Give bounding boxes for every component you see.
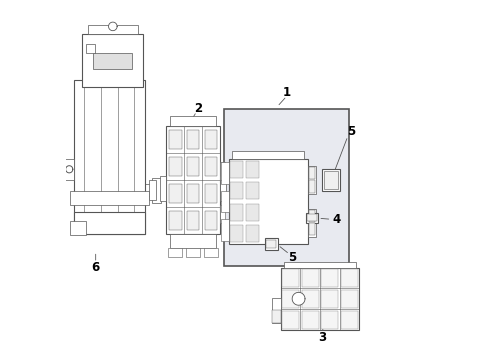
Bar xyxy=(246,182,259,199)
Bar xyxy=(282,290,299,308)
Bar xyxy=(70,221,86,235)
Bar xyxy=(341,311,358,329)
Text: 5: 5 xyxy=(347,125,356,138)
Bar xyxy=(167,126,220,234)
Bar xyxy=(302,290,318,308)
Bar xyxy=(309,167,316,179)
Bar xyxy=(230,182,243,199)
Bar xyxy=(168,248,182,257)
Bar xyxy=(272,298,281,323)
Bar xyxy=(223,109,348,266)
Bar xyxy=(187,130,199,149)
Bar xyxy=(170,234,217,248)
Bar xyxy=(65,158,74,180)
Bar xyxy=(309,223,316,235)
Bar xyxy=(160,176,167,202)
Bar xyxy=(341,269,358,287)
Bar xyxy=(169,157,182,176)
Bar xyxy=(321,269,338,287)
Bar xyxy=(306,213,318,223)
Bar xyxy=(307,214,317,221)
Bar xyxy=(169,211,182,230)
Bar xyxy=(187,184,199,203)
Bar xyxy=(324,171,338,189)
Bar xyxy=(169,130,182,149)
Bar xyxy=(221,219,229,241)
Bar xyxy=(230,203,243,221)
Bar xyxy=(309,180,316,193)
Bar xyxy=(246,203,259,221)
Bar xyxy=(246,225,259,242)
Bar xyxy=(204,248,218,257)
Bar xyxy=(265,238,278,249)
Text: 2: 2 xyxy=(194,102,202,115)
Bar xyxy=(308,208,317,237)
Bar xyxy=(221,191,229,212)
Bar xyxy=(74,80,145,234)
Bar xyxy=(205,211,218,230)
Bar xyxy=(220,162,225,180)
Bar xyxy=(229,158,308,244)
Bar xyxy=(169,184,182,203)
Bar xyxy=(205,157,218,176)
Bar xyxy=(246,161,259,178)
Text: 5: 5 xyxy=(289,251,296,264)
Bar xyxy=(187,157,199,176)
Bar xyxy=(302,311,318,329)
Bar xyxy=(86,44,95,53)
Bar xyxy=(82,33,143,87)
Bar xyxy=(145,184,167,196)
Bar xyxy=(93,53,132,69)
Bar xyxy=(187,211,199,230)
Text: 4: 4 xyxy=(333,213,341,226)
Bar xyxy=(205,130,218,149)
Bar xyxy=(230,161,243,178)
Bar xyxy=(230,225,243,242)
Bar xyxy=(284,262,356,267)
Polygon shape xyxy=(109,22,117,31)
Bar xyxy=(282,269,299,287)
Bar xyxy=(220,205,225,223)
Bar xyxy=(152,178,161,203)
Bar xyxy=(88,24,138,33)
Bar xyxy=(70,191,148,205)
Bar xyxy=(170,116,217,126)
Bar xyxy=(186,248,200,257)
Bar xyxy=(74,212,145,234)
Text: 6: 6 xyxy=(92,261,100,274)
Text: 1: 1 xyxy=(283,86,291,99)
Bar xyxy=(220,176,226,202)
Bar xyxy=(232,152,304,158)
Bar xyxy=(321,290,338,308)
Bar xyxy=(308,166,317,194)
Bar xyxy=(282,311,299,329)
Bar xyxy=(272,310,281,323)
Bar xyxy=(321,311,338,329)
Bar xyxy=(322,169,340,191)
Bar xyxy=(267,240,276,248)
Bar xyxy=(341,290,358,308)
Bar xyxy=(205,184,218,203)
Polygon shape xyxy=(292,292,305,305)
Bar xyxy=(281,267,359,330)
Polygon shape xyxy=(66,166,73,173)
Text: 3: 3 xyxy=(318,332,326,345)
Bar xyxy=(302,269,318,287)
Bar xyxy=(221,162,229,184)
Bar xyxy=(309,210,316,222)
Bar xyxy=(148,180,156,200)
